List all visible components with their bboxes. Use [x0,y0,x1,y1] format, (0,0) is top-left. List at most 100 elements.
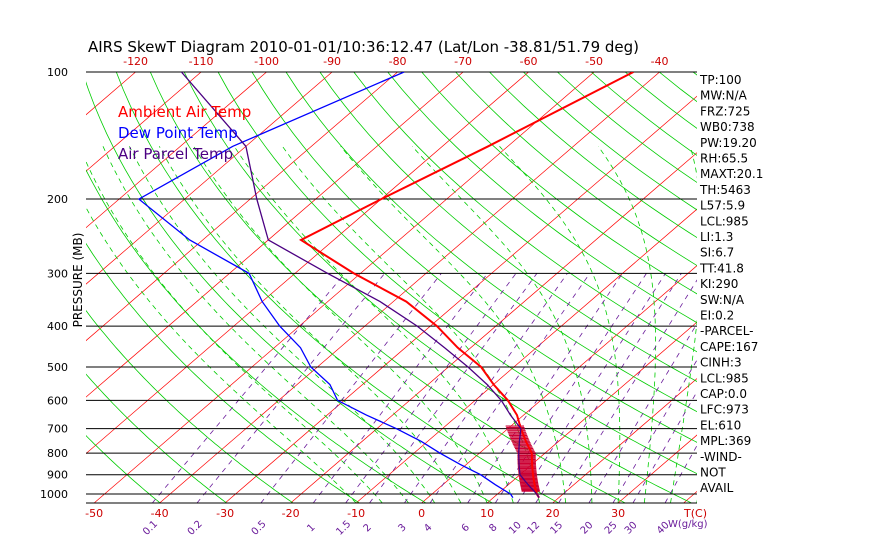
sounding-index-label: LFC:973 [700,403,749,417]
sounding-index-label: EL:610 [700,418,741,432]
dry-adiabat-line [658,72,697,103]
dry-adiabat-line [285,72,697,413]
sounding-index-label: FRZ:725 [700,104,750,118]
top-temp-tick-label: -40 [651,55,669,68]
profile-series [137,72,634,499]
sounding-index-label: RH:65.5 [700,152,748,166]
top-temp-tick-label: -80 [389,55,407,68]
moist-adiabat-line [102,146,409,503]
isotherm-line [552,378,697,503]
mixing-ratio-tick-label: 2 [362,522,374,534]
sounding-index-label: SW:N/A [700,293,745,307]
sounding-index-label: MAXT:20.1 [700,167,763,181]
isotherm-line [290,152,697,503]
sounding-index-label: -PARCEL- [700,324,754,338]
mixing-ratio-tick-label: 0.1 [141,519,160,538]
dry-adiabat-line [217,72,697,475]
dry-adiabat-line [455,72,697,267]
moist-adiabat-line [670,146,697,503]
sounding-index-label: L57:5.9 [700,199,745,213]
mixing-ratio-line [632,390,697,503]
parcel-temp-line [180,72,540,499]
legend-ambient-air-temp: Ambient Air Temp [118,103,251,121]
isotherm-line [86,72,202,172]
mixing-ratio-line [196,273,386,503]
dry-adiabat-line [523,72,697,211]
bottom-temp-tick-label: 0 [418,507,425,520]
mixing-ratio-line [664,444,697,503]
moist-adiabat-line [597,146,656,503]
mixing-ratio-line [516,273,666,503]
mixing-ratio-line [369,273,538,503]
sounding-index-label: NOT [700,466,726,480]
bottom-temp-tick-label: -50 [85,507,103,520]
mixing-ratio-tick-label: 10 [507,520,524,537]
dry-adiabat-line [86,309,294,503]
mixing-ratio-tick-label: 0.5 [250,519,269,538]
dry-adiabat-line [86,169,427,503]
isotherm-line [86,72,464,398]
mixing-ratio-line [558,279,697,503]
dry-adiabat-line [86,435,161,503]
dry-adiabat-line [387,72,697,324]
moist-adiabat-line [193,146,488,503]
sounding-index-label: -WIND- [700,450,742,464]
bottom-temp-tick-label: -40 [151,507,169,520]
mixing-ratio-tick-label: 20 [579,520,596,537]
sounding-index-label: SI:6.7 [700,246,734,260]
pressure-tick-label: 500 [47,361,68,374]
sounding-index-label: CAP:0.0 [700,387,747,401]
sounding-index-label: LCL:985 [700,371,749,385]
mixing-ratio-unit-label: W(g/kg) [668,519,708,530]
pressure-tick-label: 1000 [40,488,68,501]
mixing-ratio-line [535,273,682,503]
sounding-index-label: CINH:3 [700,356,742,370]
sounding-index-label: PW:19.20 [700,136,757,150]
dry-adiabat-line [183,72,692,503]
isotherm-line [86,72,398,342]
top-temp-tick-label: -120 [123,55,148,68]
pressure-tick-label: 200 [47,193,68,206]
legend: Ambient Air Temp Dew Point Temp Air Parc… [118,103,251,163]
sounding-index-label: AVAIL [700,481,734,495]
mixing-ratio-line [152,273,346,503]
mixing-ratio-line [345,273,517,503]
top-temp-tick-label: -70 [454,55,472,68]
sounding-index-label: KI:290 [700,277,738,291]
mixing-ratio-tick-label: 8 [487,522,499,534]
mixing-ratio-tick-label: 4 [422,522,434,534]
mixing-ratio-line [467,273,623,503]
isotherm-line [86,72,529,455]
isobar-lines [86,71,697,504]
bottom-temp-tick-label: 10 [480,507,494,520]
mixing-ratio-tick-label: 30 [623,520,640,537]
mixing-ratio-tick-label: 15 [548,520,565,537]
temperature-unit-label: T(C) [683,507,707,520]
sounding-index-label: EI:0.2 [700,309,734,323]
sounding-index-label: MW:N/A [700,89,748,103]
dry-adiabat-line [319,72,697,382]
moist-adiabat-line [129,146,436,503]
sounding-index-label: CAPE:167 [700,340,758,354]
bottom-temp-tick-label: -30 [216,507,234,520]
sounding-index-label: TP:100 [699,73,742,87]
mixing-ratio-tick-label: 0.2 [186,519,205,538]
moist-adiabat-line [86,160,383,503]
top-temp-tick-label: -50 [585,55,603,68]
pressure-tick-label: 300 [47,267,68,280]
moist-adiabat-line [282,146,540,503]
dry-adiabat-line [421,72,697,295]
bottom-temp-tick-label: 30 [611,507,625,520]
top-temp-tick-label: -100 [254,55,279,68]
dewpoint-temp-line [137,72,514,499]
isotherm-line [0,72,70,503]
mixing-ratio-tick-label: 25 [603,520,620,537]
mixing-ratio-line [260,273,442,503]
y-axis-label: PRESSURE (MB) [71,233,85,328]
dry-adiabat-line [86,373,227,503]
chart-title: AIRS SkewT Diagram 2010-01-01/10:36:12.4… [88,38,639,56]
pressure-tick-label: 900 [47,469,68,482]
mixing-ratio-tick-label: 1 [305,522,317,534]
sounding-index-label: LCL:985 [700,214,749,228]
